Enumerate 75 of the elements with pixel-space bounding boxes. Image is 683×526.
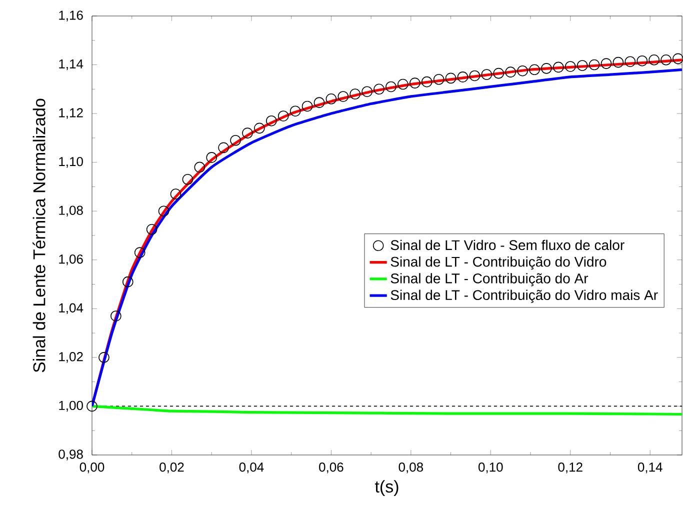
- point: [386, 81, 396, 92]
- point: [636, 55, 648, 66]
- point: [421, 76, 432, 88]
- y-tick-label: 1,16: [59, 10, 83, 22]
- y-tick-label: 1,12: [59, 108, 83, 119]
- point: [660, 54, 672, 66]
- point: [481, 69, 492, 80]
- y-tick-label: 0,98: [58, 450, 83, 460]
- legend-label: Sinal de LT - Contribuição do Vidro: [390, 256, 606, 270]
- point: [505, 66, 516, 78]
- point: [158, 206, 170, 216]
- point: [362, 86, 372, 97]
- point: [493, 68, 504, 79]
- point: [648, 54, 660, 66]
- point: [254, 122, 265, 134]
- point: [266, 115, 277, 126]
- y-tick-label: 1,10: [59, 156, 83, 168]
- point: [134, 247, 146, 258]
- point: [338, 91, 349, 102]
- line-series: [92, 404, 682, 416]
- x-tick-label: 0,06: [319, 462, 344, 474]
- point: [302, 100, 313, 112]
- point: [433, 74, 444, 85]
- point: [517, 65, 528, 76]
- point: [553, 62, 564, 73]
- point: [541, 63, 552, 74]
- y-tick-label: 1,06: [59, 254, 83, 266]
- x-tick-label: 0,10: [478, 462, 503, 474]
- x-tick-label: 0,14: [638, 462, 662, 474]
- point: [146, 224, 158, 235]
- point: [672, 53, 683, 64]
- x-tick-label: 0,12: [558, 462, 582, 474]
- point: [445, 72, 456, 84]
- point: [110, 310, 122, 322]
- point: [457, 72, 468, 82]
- x-axis-title: t(s): [374, 480, 398, 496]
- point: [398, 78, 408, 90]
- point: [206, 152, 217, 163]
- point: [98, 352, 110, 363]
- y-tick-label: 1,08: [59, 206, 83, 216]
- point: [410, 78, 420, 88]
- x-tick-label: 0,04: [239, 462, 264, 474]
- point: [350, 88, 361, 100]
- y-axis-title: Sinal de Lente Térmica Normalizado: [32, 98, 46, 372]
- point: [290, 106, 301, 117]
- point: [326, 94, 337, 104]
- point: [122, 276, 134, 288]
- point: [600, 58, 612, 69]
- point: [194, 162, 206, 173]
- y-tick-label: 1,02: [59, 352, 83, 363]
- x-tick-label: 0,00: [80, 462, 104, 474]
- point: [529, 64, 540, 76]
- point: [374, 84, 384, 95]
- point: [576, 60, 588, 71]
- point: [469, 70, 480, 82]
- point: [624, 56, 636, 67]
- point: [588, 59, 600, 70]
- point: [564, 61, 576, 72]
- point: [230, 134, 241, 146]
- y-tick-label: 1,04: [59, 303, 84, 314]
- legend-label: Sinal de LT - Contribuição do Ar: [390, 273, 588, 286]
- legend-label: Sinal de LT - Contribuição do Vidro mais Ar: [390, 290, 658, 303]
- y-tick-label: 1,00: [59, 400, 83, 412]
- point: [612, 56, 624, 68]
- point: [170, 188, 182, 200]
- point: [278, 110, 289, 122]
- legend-label: Sinal de LT Vidro - Sem fluxo de calor: [390, 240, 624, 250]
- point: [86, 400, 98, 412]
- point: [182, 174, 194, 185]
- point: [218, 142, 229, 154]
- x-tick-label: 0,02: [160, 462, 184, 474]
- point: [242, 128, 253, 138]
- x-tick-label: 0,08: [398, 462, 424, 474]
- point: [314, 97, 325, 108]
- y-tick-label: 1,14: [59, 59, 84, 70]
